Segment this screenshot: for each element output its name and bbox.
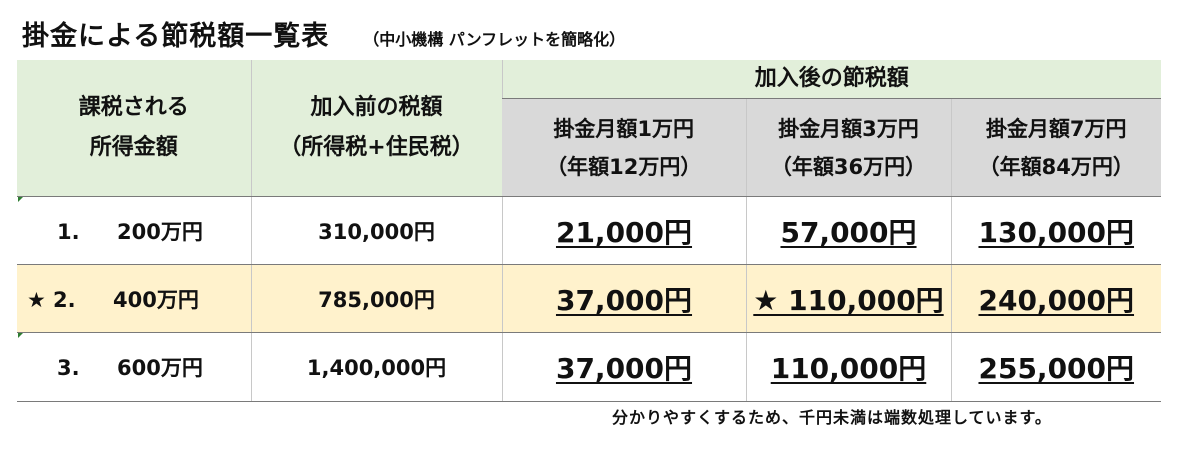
saving-amount: ★ 110,000円: [753, 283, 944, 317]
saving-amount: 37,000円: [555, 352, 693, 385]
row-star: ★: [27, 287, 46, 312]
plan-1-annual: （年額12万円）: [546, 154, 702, 179]
title-row: 掛金による節税額一覧表 （中小機構 パンフレットを簡略化）: [22, 14, 625, 53]
table-row: 1. 200万円 310,000円 21,000円 57,000円 130,000…: [17, 196, 1162, 265]
footnote: 分かりやすくするため、千円未満は端数処理しています。: [612, 408, 1052, 427]
income-cell: 1. 200万円: [17, 196, 251, 265]
row-number: 3.: [57, 356, 80, 380]
income-cell: ★ 2. 400万円: [17, 264, 251, 333]
header-plan-1: 掛金月額1万円 （年額12万円）: [502, 98, 746, 197]
plan-2-annual: （年額36万円）: [770, 154, 927, 179]
saving-amount: 255,000円: [978, 352, 1135, 385]
saving-plan-2: 57,000円: [745, 196, 951, 265]
saving-plan-3: 130,000円: [950, 196, 1162, 265]
header-before-line1: 加入前の税額: [310, 95, 443, 120]
saving-plan-1: 37,000円: [501, 264, 746, 333]
header-before-line2: （所得税+住民税）: [279, 135, 474, 160]
plan-3-annual: （年額84万円）: [978, 154, 1134, 179]
tax-savings-table: 課税される 所得金額 加入前の税額 （所得税+住民税） 加入後の節税額 掛金月額…: [17, 60, 1162, 402]
income-value: 400万円: [113, 287, 199, 312]
table-row-highlighted: ★ 2. 400万円 785,000円 37,000円 ★ 110,000円 240…: [17, 264, 1162, 333]
plan-2-monthly: 掛金月額3万円: [778, 116, 919, 141]
cell-comment-marker: [18, 333, 23, 338]
plan-3-monthly: 掛金月額7万円: [985, 116, 1127, 141]
income-cell: 3. 600万円: [17, 332, 251, 402]
saving-amount: 130,000円: [978, 215, 1135, 249]
header-savings-group: 加入後の節税額: [501, 60, 1162, 99]
income-value: 200万円: [117, 219, 203, 244]
saving-plan-1: 21,000円: [501, 196, 746, 265]
saving-plan-3: 240,000円: [950, 264, 1162, 333]
header-income-line1: 課税される: [78, 95, 189, 120]
saving-amount: 21,000円: [555, 215, 693, 249]
page-subtitle: （中小機構 パンフレットを簡略化）: [363, 30, 626, 49]
saving-amount: 57,000円: [780, 215, 917, 249]
header-plan-2: 掛金月額3万円 （年額36万円）: [745, 98, 951, 197]
row-number: 1.: [57, 219, 80, 244]
before-tax-value: 1,400,000円: [250, 332, 502, 402]
header-plan-3: 掛金月額7万円 （年額84万円）: [950, 98, 1162, 197]
header-income-line2: 所得金額: [89, 135, 178, 160]
saving-plan-3: 255,000円: [950, 332, 1162, 402]
saving-amount: 110,000円: [770, 352, 927, 385]
table-row: 3. 600万円 1,400,000円 37,000円 110,000円 255,…: [17, 332, 1162, 402]
saving-plan-2: ★ 110,000円: [745, 264, 951, 333]
saving-amount: 240,000円: [978, 283, 1135, 317]
cell-comment-marker: [18, 197, 23, 202]
page-title: 掛金による節税額一覧表: [22, 21, 330, 52]
header-before-tax: 加入前の税額 （所得税+住民税）: [250, 60, 502, 197]
header-income: 課税される 所得金額: [17, 60, 251, 197]
income-value: 600万円: [117, 356, 203, 380]
saving-plan-2: 110,000円: [745, 332, 951, 402]
before-tax-value: 310,000円: [250, 196, 502, 265]
row-number: 2.: [53, 287, 76, 312]
saving-amount: 37,000円: [555, 283, 693, 317]
plan-1-monthly: 掛金月額1万円: [553, 116, 695, 141]
before-tax-value: 785,000円: [250, 264, 502, 333]
saving-plan-1: 37,000円: [501, 332, 746, 402]
